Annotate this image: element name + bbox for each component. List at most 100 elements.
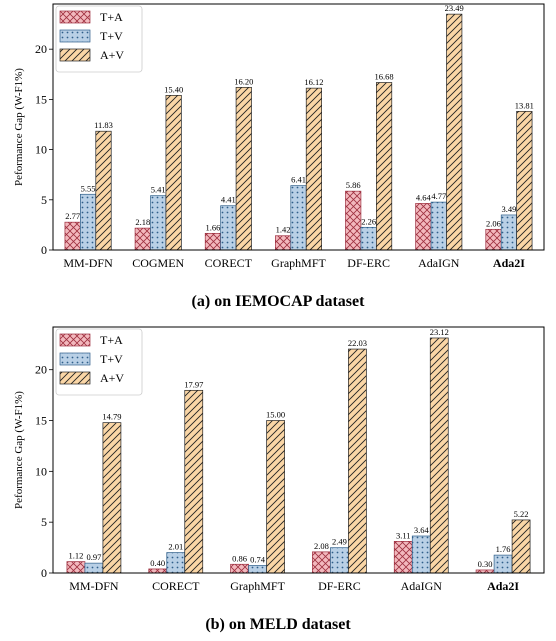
legend-swatch-a-v (59, 371, 91, 385)
legend-label-t-a: T+A (100, 333, 123, 347)
data-label-t-v-df-erc: 2.49 (332, 537, 347, 547)
x-tick-label: MM-DFN (69, 579, 119, 593)
y-axis-label: Peformance Gap (W-F1%) (13, 68, 25, 186)
data-label-a-v-cogmen: 15.40 (164, 84, 183, 94)
data-label-a-v-graphmft: 15.00 (266, 410, 285, 420)
bar-t-a-ada2i (485, 228, 502, 251)
bar-t-a-mm-dfn (66, 561, 86, 574)
bar-t-v-graphmft (248, 565, 267, 574)
bar-t-v-adaign (411, 535, 431, 574)
data-label-t-a-adaign: 4.64 (416, 192, 432, 202)
legend-label-t-a: T+A (100, 10, 123, 24)
bar-t-a-df-erc (312, 551, 331, 574)
bar-a-v-df-erc (376, 82, 393, 251)
legend-swatch-t-v (59, 352, 91, 366)
data-label-a-v-df-erc: 22.03 (348, 338, 367, 348)
data-label-t-v-adaign: 3.64 (414, 525, 430, 535)
y-tick-label: 5 (41, 193, 47, 207)
bar-a-v-ada2i (516, 110, 533, 251)
data-label-t-v-ada2i: 1.76 (496, 544, 511, 554)
data-label-t-v-mm-dfn: 5.55 (81, 183, 96, 193)
x-tick-label: AdaIGN (401, 579, 443, 593)
legend-swatch-t-v (59, 29, 91, 43)
x-tick-label: Ada2I (493, 256, 525, 270)
bar-a-v-mm-dfn (102, 422, 122, 574)
legend-swatch-t-a (59, 10, 91, 24)
bar-a-v-cogmen (165, 95, 182, 251)
y-tick-label: 10 (35, 143, 47, 157)
legend-swatch-a-v (59, 48, 91, 62)
bar-a-v-graphmft (305, 87, 322, 251)
bar-a-v-adaign (446, 13, 463, 251)
y-tick-label: 20 (35, 363, 47, 377)
bar-a-v-graphmft (266, 420, 285, 574)
data-label-t-v-ada2i: 3.49 (501, 204, 516, 214)
x-tick-label: CORECT (152, 579, 200, 593)
data-label-a-v-adaign: 23.49 (445, 3, 464, 13)
data-label-t-v-corect: 4.41 (221, 195, 236, 205)
chart-panel-meld: 0 5 10 15 20 1.12 0.97 14.79 MM-DFN 0.402.01 17.97… (13, 326, 545, 633)
bar-t-a-corect (148, 568, 168, 574)
bar-t-v-corect (220, 205, 237, 251)
bar-t-v-df-erc (360, 226, 377, 251)
bar-t-v-df-erc (330, 547, 349, 574)
plot-frame (52, 3, 545, 251)
y-tick-label: 15 (35, 92, 47, 106)
chart-panel-iemocap: 0 5 10 15 20 2.77 5.55 11.83 MM-DFN 2.18 5.41 15.40… (13, 3, 545, 310)
data-label-t-v-adaign: 4.77 (431, 191, 446, 201)
figure-caption: (a) on IEMOCAP dataset (192, 293, 366, 310)
bar-t-v-graphmft (290, 185, 307, 251)
bar-t-a-corect (204, 232, 221, 251)
y-tick-label: 0 (41, 243, 47, 257)
data-label-t-a-df-erc: 5.86 (346, 180, 361, 190)
data-label-t-v-graphmft: 6.41 (291, 175, 306, 185)
bar-t-v-mm-dfn (80, 193, 97, 251)
y-tick-label: 5 (41, 515, 47, 529)
x-tick-label: GraphMFT (271, 256, 326, 270)
data-label-t-a-corect: 0.40 (150, 558, 165, 568)
data-label-t-a-corect: 1.66 (205, 222, 220, 232)
bar-t-v-cogmen (150, 195, 167, 251)
data-label-a-v-ada2i: 13.81 (515, 100, 534, 110)
legend-label-t-v: T+V (100, 352, 123, 366)
data-label-t-a-cogmen: 2.18 (135, 217, 150, 227)
y-tick-label: 20 (35, 42, 47, 56)
y-tick-label: 0 (41, 566, 47, 580)
bar-t-v-ada2i (500, 214, 517, 251)
data-label-a-v-ada2i: 5.22 (514, 509, 529, 519)
x-tick-label: MM-DFN (63, 256, 113, 270)
data-label-t-v-df-erc: 2.26 (361, 216, 376, 226)
bar-t-v-corect (166, 552, 186, 574)
bar-t-a-df-erc (345, 190, 362, 251)
x-tick-label: Ada2I (487, 579, 519, 593)
bar-a-v-mm-dfn (95, 130, 112, 251)
legend-swatch-t-a (59, 333, 91, 347)
data-label-t-a-graphmft: 1.42 (276, 225, 291, 235)
data-label-t-a-graphmft: 0.86 (232, 553, 247, 563)
bar-a-v-adaign (429, 337, 449, 574)
data-label-t-a-mm-dfn: 2.77 (65, 211, 80, 221)
data-label-a-v-df-erc: 16.68 (375, 72, 394, 82)
data-label-a-v-mm-dfn: 14.79 (102, 412, 121, 422)
bar-t-a-graphmft (230, 563, 249, 574)
plot-frame (52, 326, 545, 574)
bar-t-a-adaign (415, 203, 432, 251)
data-label-t-a-df-erc: 2.08 (314, 541, 329, 551)
bar-t-a-mm-dfn (64, 221, 81, 251)
y-tick-label: 15 (35, 414, 47, 428)
legend-label-a-v: A+V (100, 371, 124, 385)
data-label-t-v-mm-dfn: 0.97 (86, 552, 101, 562)
bar-a-v-corect (235, 86, 252, 251)
data-label-t-a-ada2i: 0.30 (478, 559, 493, 569)
legend: T+A T+V A+V (55, 328, 143, 396)
legend-label-t-v: T+V (100, 29, 123, 43)
x-tick-label: CORECT (205, 256, 253, 270)
data-label-t-a-adaign: 3.11 (396, 530, 411, 540)
legend-label-a-v: A+V (100, 48, 124, 62)
x-tick-label: COGMEN (132, 256, 184, 270)
bar-t-v-ada2i (493, 554, 513, 574)
x-tick-label: DF-ERC (318, 579, 361, 593)
data-label-a-v-corect: 16.20 (234, 76, 253, 86)
bar-t-a-cogmen (134, 227, 151, 251)
x-tick-label: DF-ERC (347, 256, 390, 270)
